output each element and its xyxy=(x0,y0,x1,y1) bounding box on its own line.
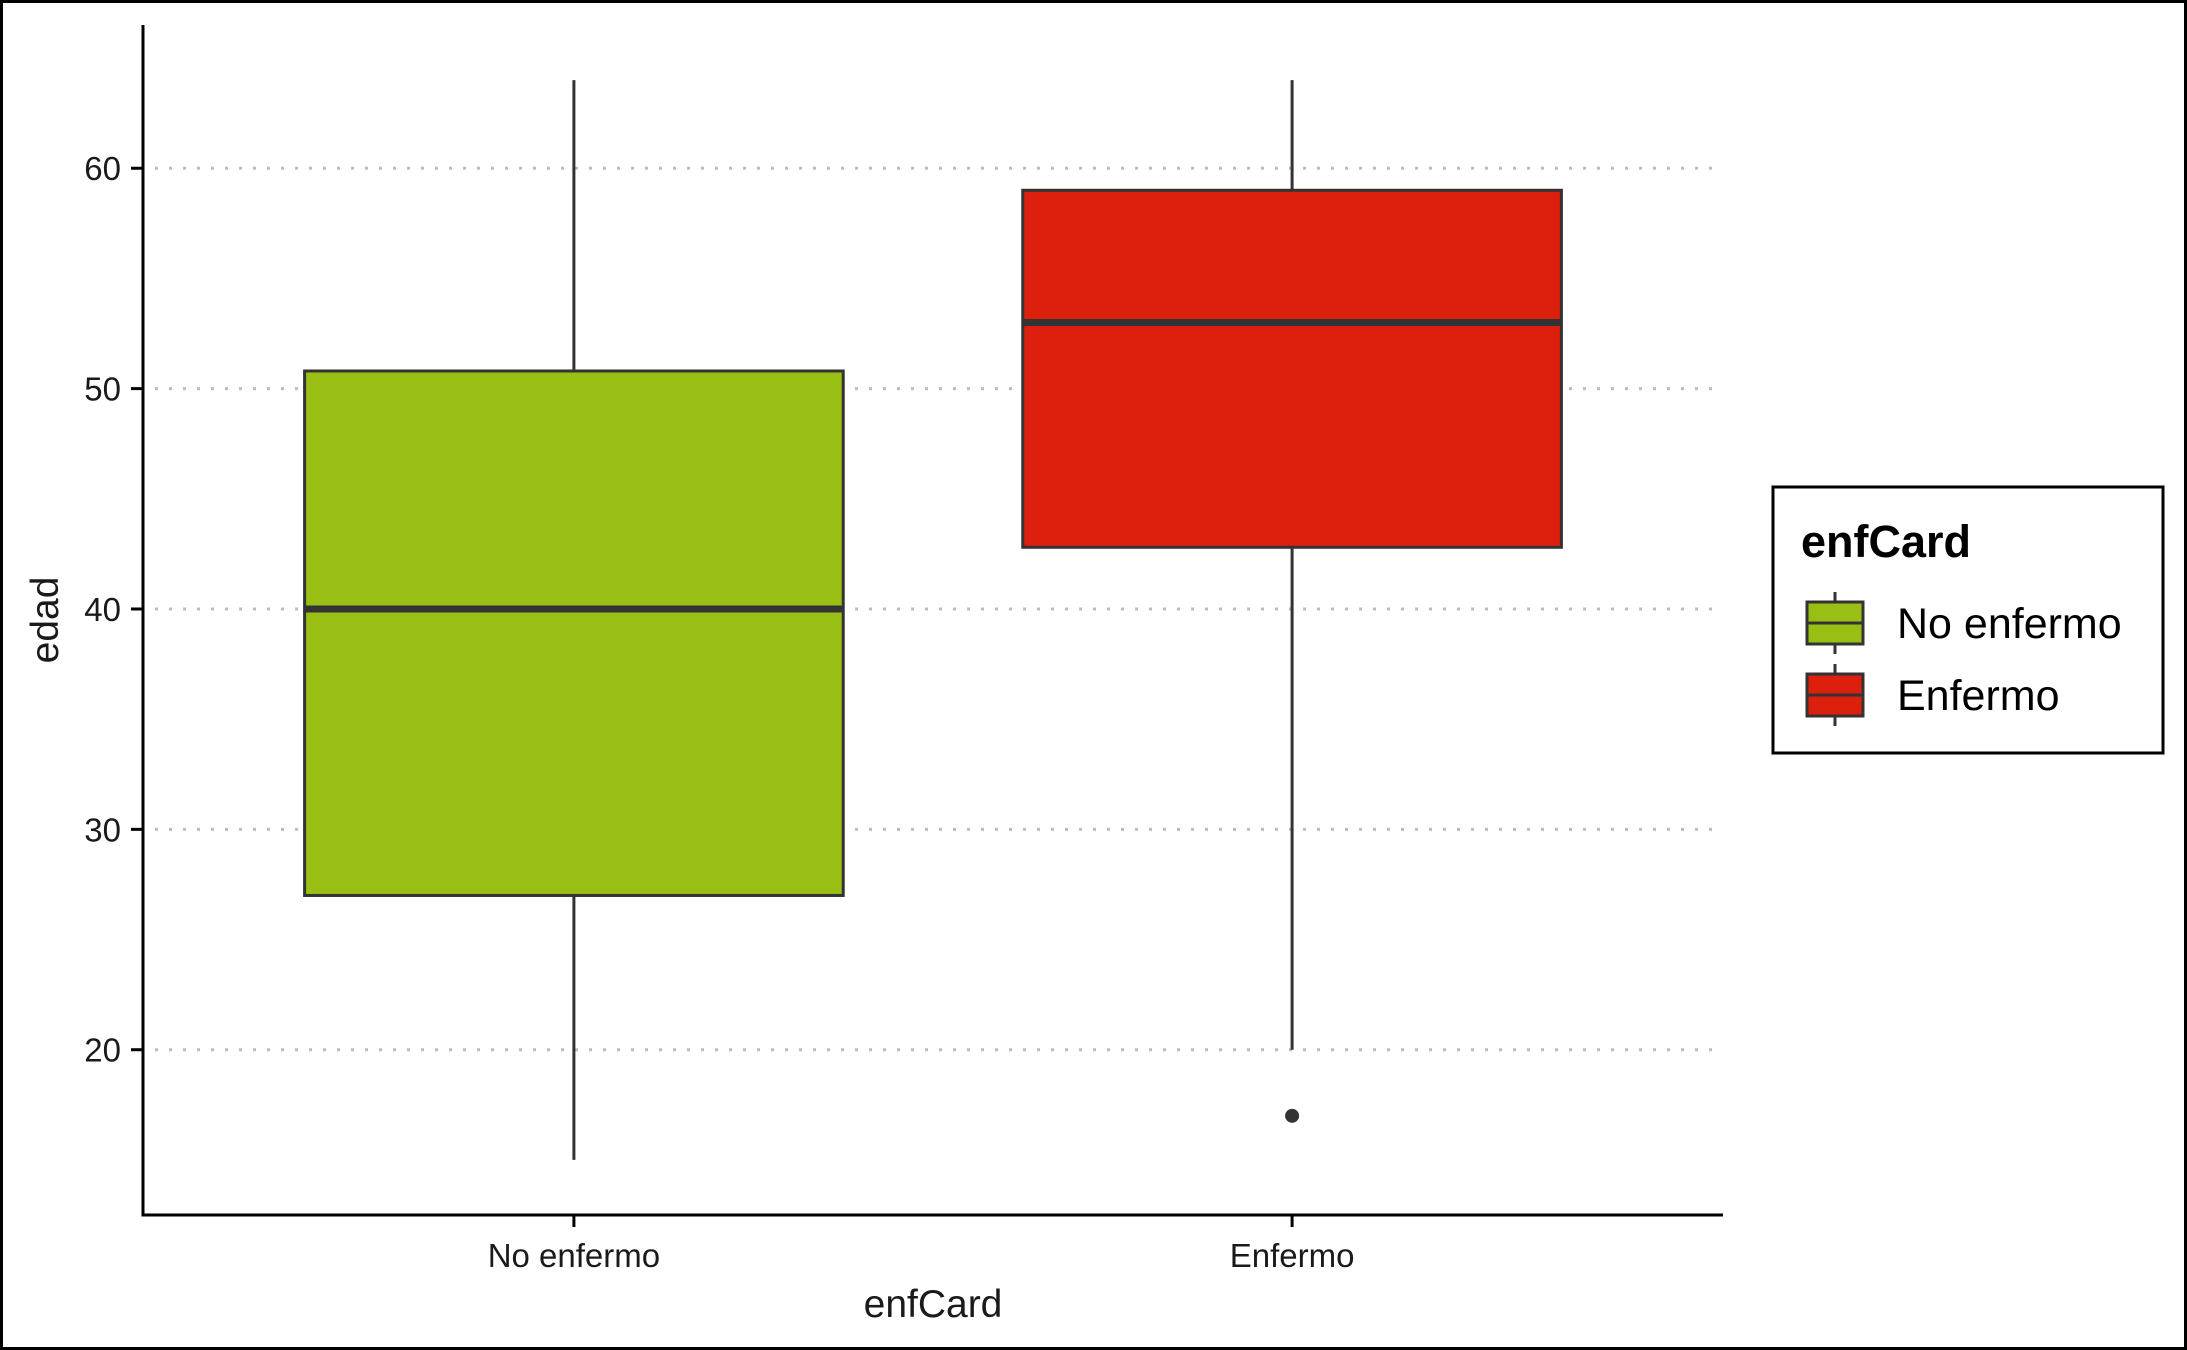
box-body xyxy=(1021,188,1563,549)
legend-title: enfCard xyxy=(1801,516,1971,567)
y-axis-title: edad xyxy=(24,577,67,664)
legend: enfCard No enfermo Enfermo xyxy=(1771,485,2165,755)
boxes xyxy=(303,80,1563,1160)
legend-entry-1: No enfermo xyxy=(1805,592,2122,654)
box-body xyxy=(303,369,845,897)
y-tick-label-40: 40 xyxy=(84,591,121,628)
y-tick-label-60: 60 xyxy=(84,150,121,187)
y-tick-label-30: 30 xyxy=(84,811,121,848)
y-ticks: 20 30 40 50 60 xyxy=(84,150,143,1069)
x-ticks: No enfermo Enfermo xyxy=(488,1215,1355,1274)
box-1 xyxy=(303,80,845,1160)
legend-entry-2: Enfermo xyxy=(1805,664,2060,726)
grid-lines xyxy=(155,166,1723,1052)
boxplot-chart: 20 30 40 50 60 No enfermo Enfermo enfCard eda… xyxy=(24,25,2165,1326)
x-axis-title: enfCard xyxy=(864,1283,1003,1326)
y-tick-label-50: 50 xyxy=(84,371,121,408)
legend-label-2: Enfermo xyxy=(1897,672,2060,720)
y-tick-label-20: 20 xyxy=(84,1032,121,1069)
x-tick-label-2: Enfermo xyxy=(1230,1237,1355,1274)
legend-entries: No enfermo Enfermo xyxy=(1805,592,2122,726)
outlier-point xyxy=(1285,1108,1300,1123)
axes xyxy=(141,25,1723,1217)
legend-label-1: No enfermo xyxy=(1897,600,2122,648)
x-tick-label-1: No enfermo xyxy=(488,1237,660,1274)
box-2 xyxy=(1021,80,1563,1123)
